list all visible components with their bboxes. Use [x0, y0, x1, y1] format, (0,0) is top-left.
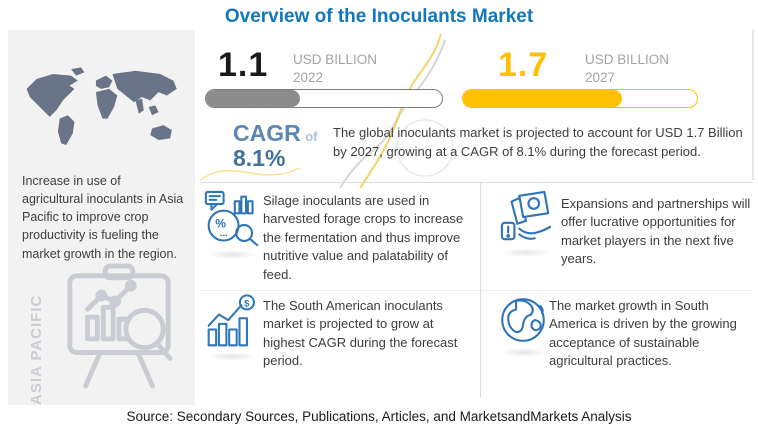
insight-sustainable-practices-text: The market growth in South America is dr…: [549, 298, 737, 369]
insight-silage-text: Silage inoculants are used in harvested …: [263, 193, 464, 282]
percent-chart-magnifier-icon: % ...: [204, 190, 259, 247]
growth-chart-dollar-icon: $: [207, 294, 255, 347]
market-2022-unit: USD BILLION 2022: [293, 51, 377, 87]
sidebar-driver-text: Increase in use of agricultural inoculan…: [22, 174, 184, 261]
cagr-label: CAGR: [233, 120, 301, 146]
world-map-icon: [26, 67, 177, 145]
money-in-hand-icon: [500, 190, 552, 241]
grid-top-divider: [200, 182, 753, 183]
grid-vertical-divider: [480, 182, 481, 398]
market-2027-value: 1.7: [498, 46, 549, 84]
grid-middle-divider: [200, 290, 753, 291]
asia-pacific-sidebar: Increase in use of agricultural inoculan…: [8, 30, 195, 405]
svg-text:$: $: [244, 299, 250, 309]
market-2022-year: 2022: [293, 70, 324, 86]
market-2022-unit-label: USD BILLION: [293, 52, 378, 67]
market-2027-unit-label: USD BILLION: [585, 52, 670, 67]
region-label: ASIA PACIFIC: [28, 294, 45, 405]
icon-shadow: [206, 352, 258, 361]
market-2027-year: 2027: [585, 70, 616, 86]
market-summary-text: The global inoculants market is projecte…: [333, 125, 743, 159]
globe-icon: [501, 298, 545, 342]
insight-south-america-cagr-text: The South American inoculants market is …: [263, 298, 458, 369]
presentation-chart-icon: [67, 263, 173, 389]
market-2022-bar: [205, 89, 443, 108]
cagr-of-label: of: [305, 129, 318, 144]
cagr-block: CAGR of 8.1%: [233, 121, 317, 170]
market-2022-value: 1.1: [218, 46, 269, 84]
icon-shadow: [500, 248, 552, 257]
market-2022-bar-fill: [206, 90, 301, 107]
icon-shadow: [498, 348, 550, 357]
market-2027-bar: [462, 89, 698, 108]
source-attribution: Source: Secondary Sources, Publications,…: [126, 409, 632, 424]
cagr-value: 8.1%: [233, 144, 286, 171]
svg-text:...: ...: [220, 228, 228, 238]
market-2027-bar-fill: [463, 90, 623, 107]
svg-text:%: %: [215, 216, 226, 230]
insight-expansions-text: Expansions and partnerships will offer l…: [561, 196, 751, 267]
market-2027-unit: USD BILLION 2027: [585, 51, 669, 87]
icon-shadow: [206, 250, 258, 259]
page-title: Overview of the Inoculants Market: [224, 6, 534, 27]
